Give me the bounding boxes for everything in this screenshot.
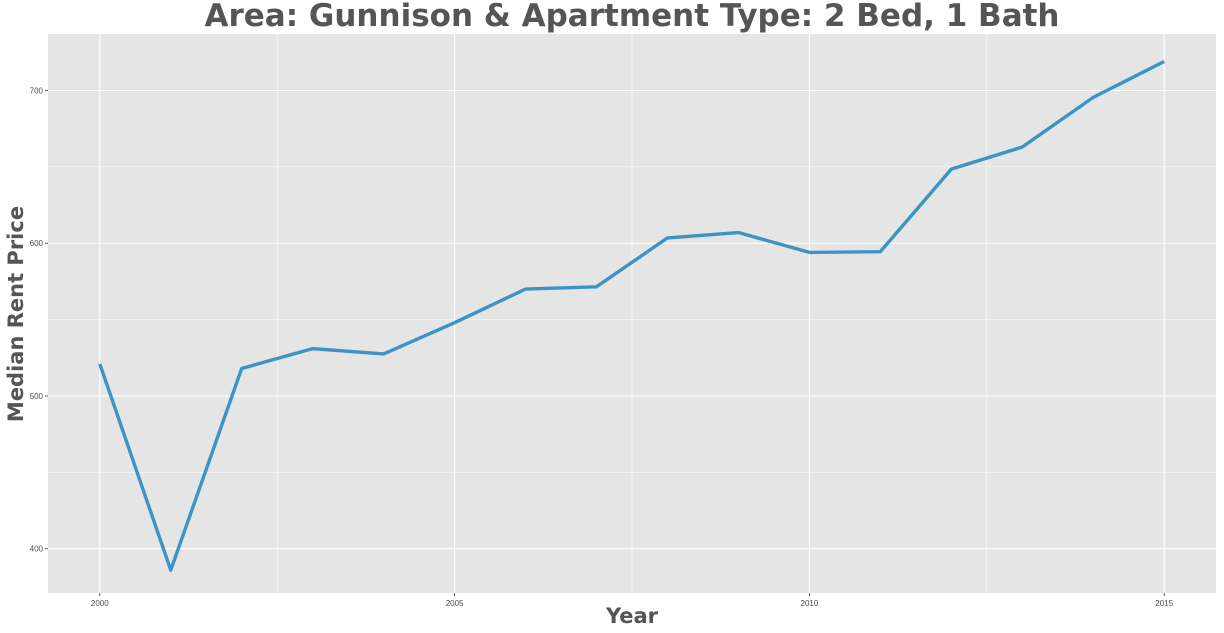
- y-tick-label: 400: [30, 545, 44, 554]
- x-tick-label: 2015: [1155, 599, 1173, 608]
- y-tick-label: 700: [30, 87, 44, 96]
- y-axis-ticks: 400 500 600 700: [30, 87, 48, 554]
- x-tick-label: 2005: [446, 599, 464, 608]
- minor-gridlines: [48, 34, 1216, 593]
- series-layer: [98, 59, 1165, 572]
- x-tick-label: 2010: [801, 599, 819, 608]
- y-tick-label: 600: [30, 239, 44, 248]
- series-line: [98, 59, 1165, 572]
- y-axis-label: Median Rent Price: [4, 205, 28, 423]
- y-tick-label: 500: [30, 392, 44, 401]
- x-tick-label: 2000: [91, 599, 109, 608]
- x-axis-ticks: 2000 2005 2010 2015: [91, 593, 1174, 608]
- x-axis-label: Year: [605, 604, 659, 628]
- chart-title: Area: Gunnison & Apartment Type: 2 Bed, …: [204, 0, 1060, 34]
- major-gridlines: [48, 34, 1216, 593]
